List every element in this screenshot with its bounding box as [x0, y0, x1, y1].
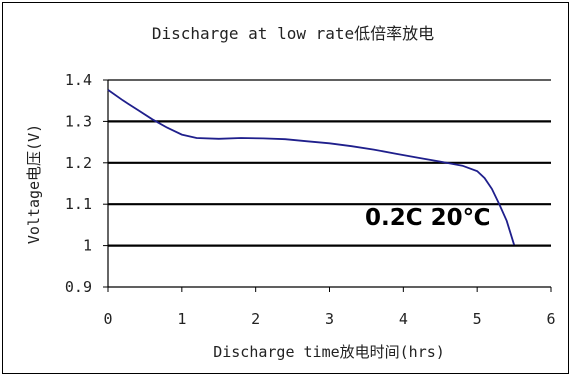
y-tick-label-2: 1.1: [65, 195, 92, 213]
y-tick-label-0: 0.9: [65, 278, 92, 296]
y-ticks: 0.9 1 1.1 1.2 1.3 1.4: [65, 71, 108, 296]
x-tick-label-4: 4: [399, 310, 408, 328]
y-axis-label: Voltage电压(V): [25, 124, 43, 244]
y-tick-label-4: 1.3: [65, 112, 92, 130]
x-tick-label-5: 5: [473, 310, 482, 328]
x-tick-label-0: 0: [103, 310, 112, 328]
x-tick-label-6: 6: [546, 310, 555, 328]
y-tick-label-1: 1: [83, 237, 92, 255]
x-ticks: 0 1 2 3 4 5 6: [103, 287, 556, 328]
y-tick-label-3: 1.2: [65, 154, 92, 172]
chart-title: Discharge at low rate低倍率放电: [152, 24, 434, 43]
x-tick-label-1: 1: [177, 310, 186, 328]
x-tick-label-3: 3: [325, 310, 334, 328]
condition-annotation: 0.2C 20℃: [365, 205, 491, 231]
x-axis-label: Discharge time放电时间(hrs): [213, 343, 445, 361]
voltage-curve: [107, 89, 515, 246]
plot-area: [108, 80, 551, 287]
gridlines: [108, 79, 551, 247]
x-tick-label-2: 2: [251, 310, 260, 328]
y-tick-label-5: 1.4: [65, 71, 92, 89]
